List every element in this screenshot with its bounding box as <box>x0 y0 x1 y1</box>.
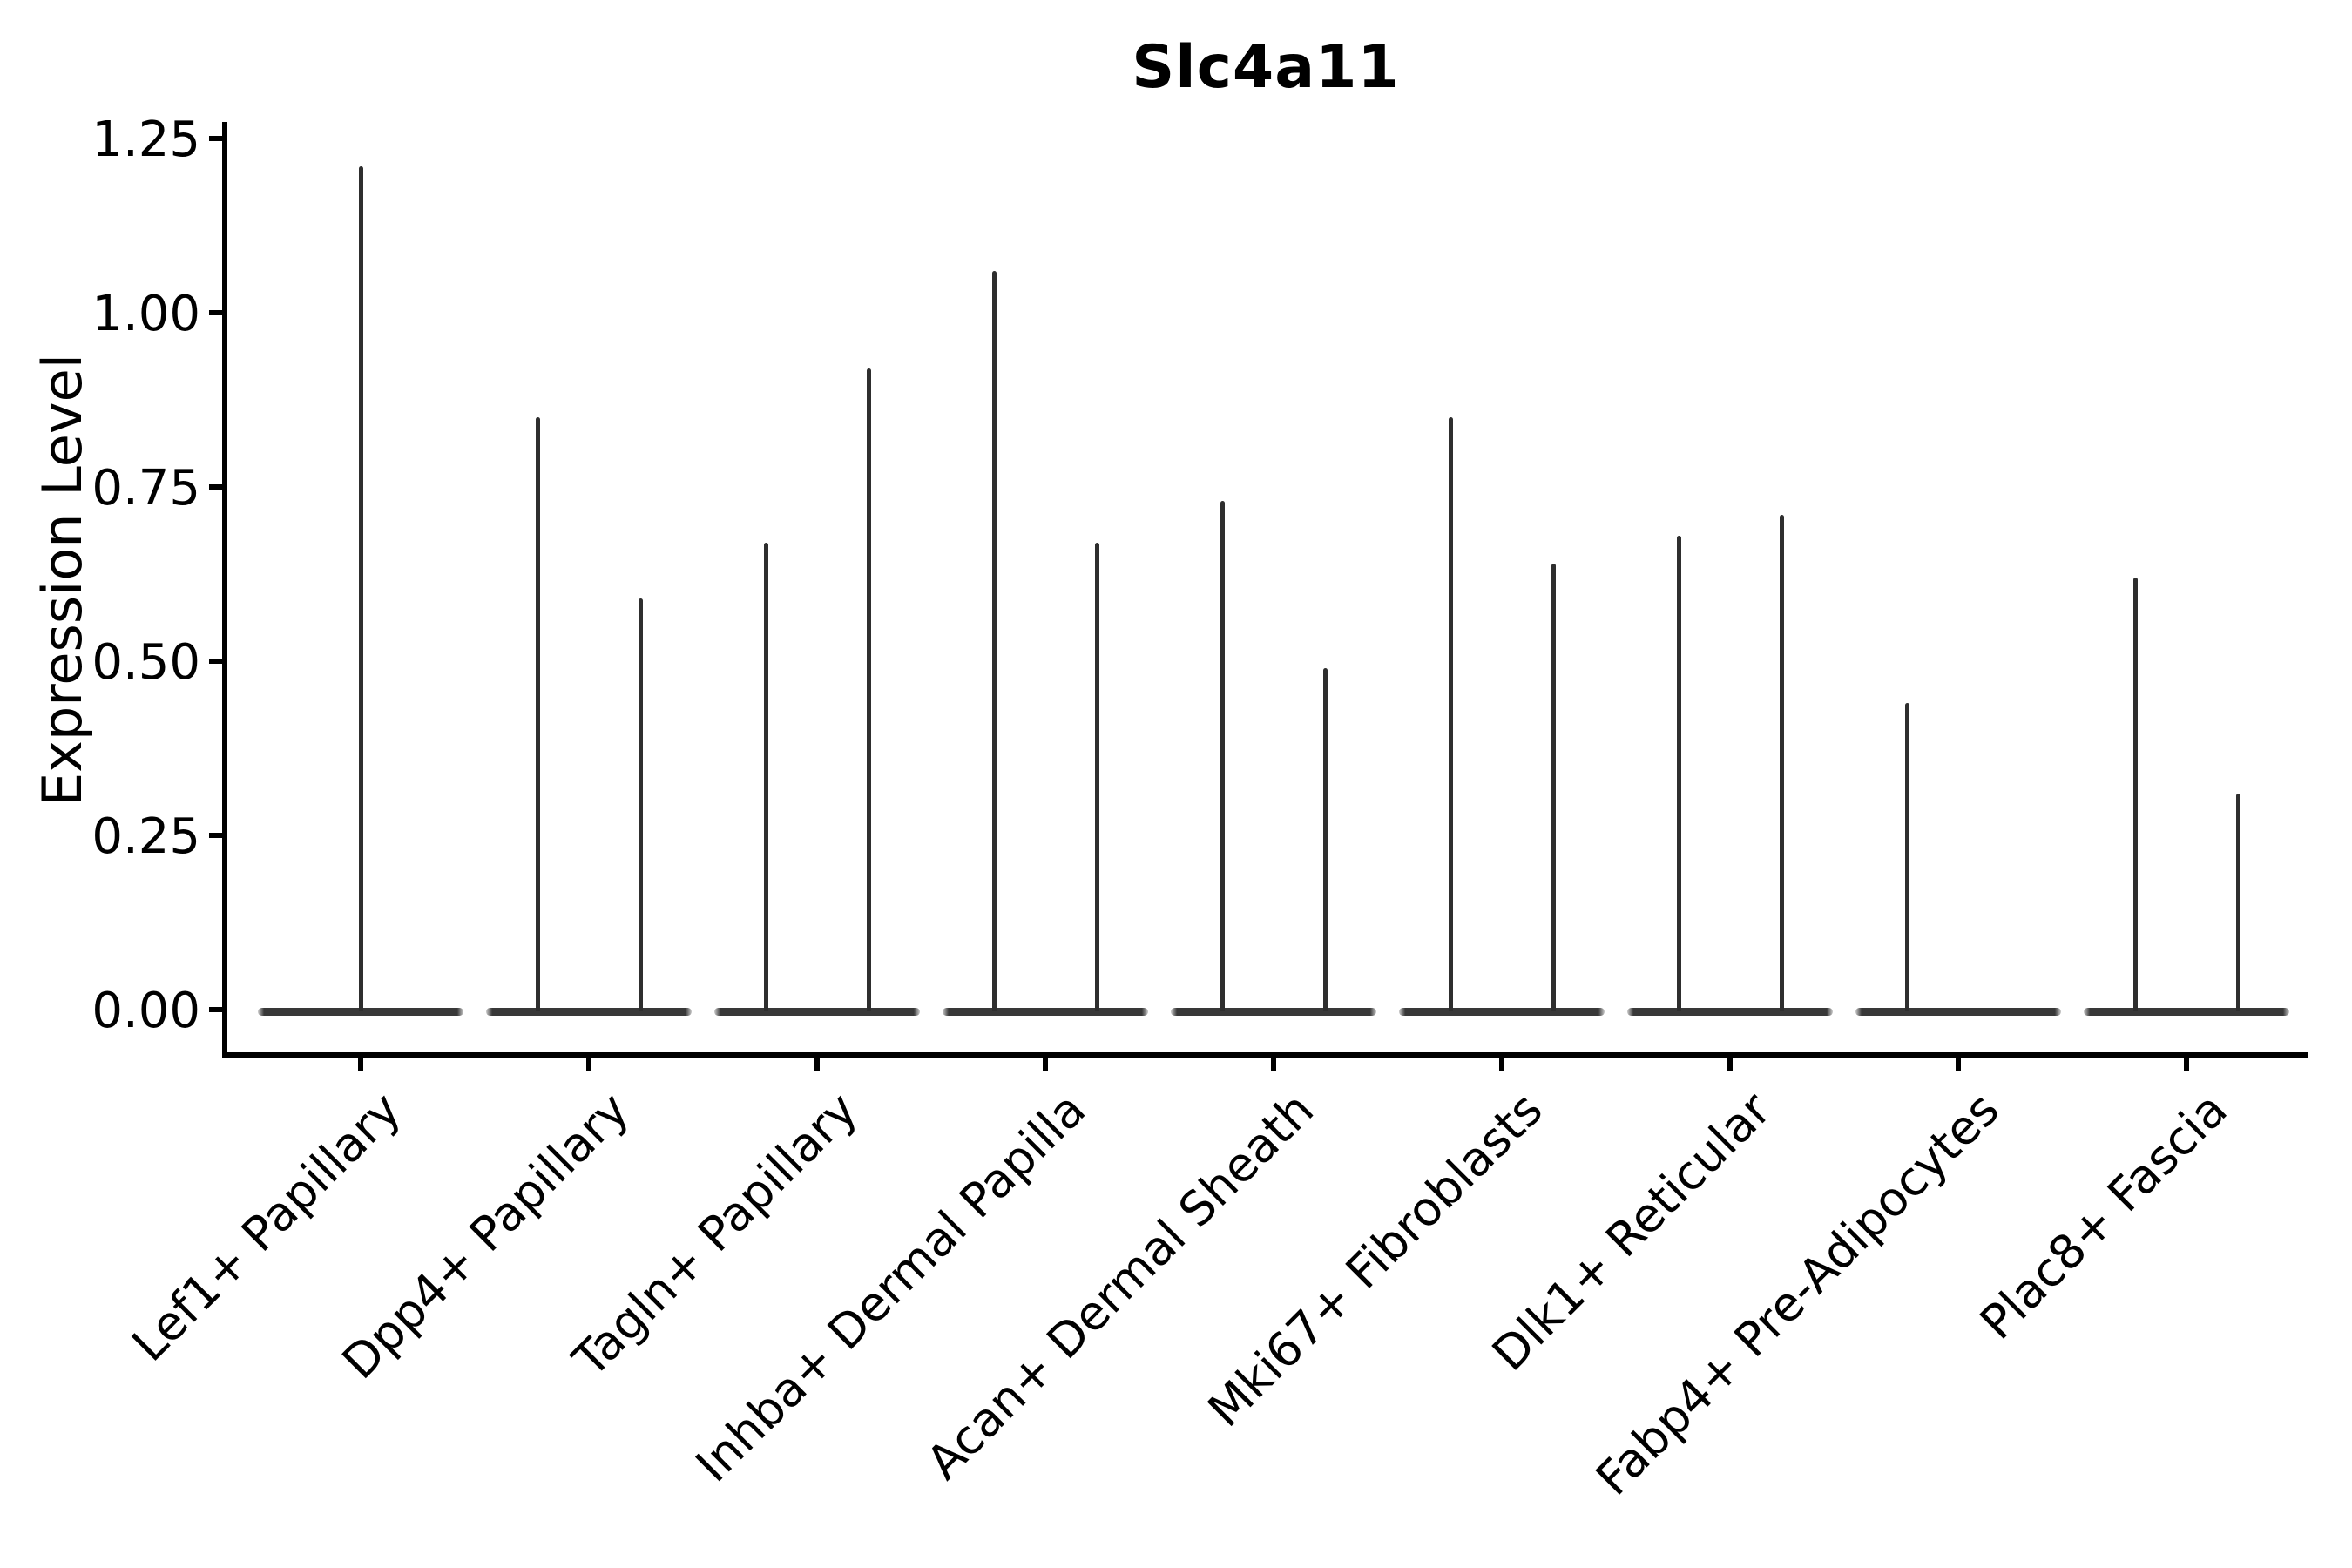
violin-body <box>1627 1008 1833 1016</box>
violin-spike <box>535 417 540 1011</box>
y-tick-label: 1.25 <box>91 112 200 168</box>
y-tick <box>209 659 223 664</box>
x-tick <box>1727 1058 1733 1071</box>
violin-spike <box>763 543 768 1011</box>
x-tick <box>1956 1058 1961 1071</box>
violin-body <box>943 1008 1148 1016</box>
violin-spike <box>638 598 643 1011</box>
violin-body <box>1399 1008 1605 1016</box>
violin-spike <box>991 271 997 1011</box>
y-tick-label: 0.50 <box>91 634 200 691</box>
violin-spike <box>1904 703 1909 1011</box>
x-tick <box>1043 1058 1048 1071</box>
violin-body <box>2084 1008 2289 1016</box>
x-tick <box>1499 1058 1504 1071</box>
violin-body <box>486 1008 692 1016</box>
violin-spike <box>1220 501 1225 1011</box>
x-tick <box>1271 1058 1276 1071</box>
violin-spike <box>866 368 871 1011</box>
violin-body <box>1171 1008 1376 1016</box>
y-tick <box>209 136 223 141</box>
y-tick-label: 0.00 <box>91 983 200 1039</box>
violin-spike <box>2235 794 2240 1011</box>
y-axis-spine <box>222 122 227 1058</box>
violin-body <box>1855 1008 2061 1016</box>
x-axis-spine <box>222 1052 2308 1058</box>
chart-title: Slc4a11 <box>1132 33 1400 102</box>
x-tick <box>586 1058 591 1071</box>
y-tick <box>209 1007 223 1012</box>
violin-spike <box>1448 417 1453 1011</box>
y-tick <box>209 833 223 838</box>
y-tick-label: 0.25 <box>91 808 200 865</box>
violin-spike <box>1551 564 1556 1011</box>
violin-spike <box>1322 668 1328 1011</box>
violin-body <box>714 1008 920 1016</box>
violin-body <box>258 1008 463 1016</box>
violin-spike <box>1094 543 1099 1011</box>
x-tick <box>2184 1058 2189 1071</box>
x-tick <box>814 1058 820 1071</box>
y-tick-label: 0.75 <box>91 460 200 517</box>
violin-spike <box>1676 536 1681 1011</box>
y-tick-label: 1.00 <box>91 286 200 342</box>
x-tick-label: Inhba+ Dermal Papilla <box>686 1081 1097 1493</box>
violin-spike <box>1779 515 1784 1011</box>
violin-spike <box>358 166 363 1011</box>
x-tick <box>358 1058 363 1071</box>
x-tick-label: Fabp4+ Pre-Adipocytes <box>1585 1081 2010 1506</box>
x-tick-label: Acan+ Dermal Sheath <box>916 1081 1325 1490</box>
y-tick <box>209 310 223 315</box>
violin-spike <box>2132 578 2138 1011</box>
y-tick <box>209 484 223 490</box>
x-tick-label: Plac8+ Fascia <box>1969 1081 2238 1350</box>
